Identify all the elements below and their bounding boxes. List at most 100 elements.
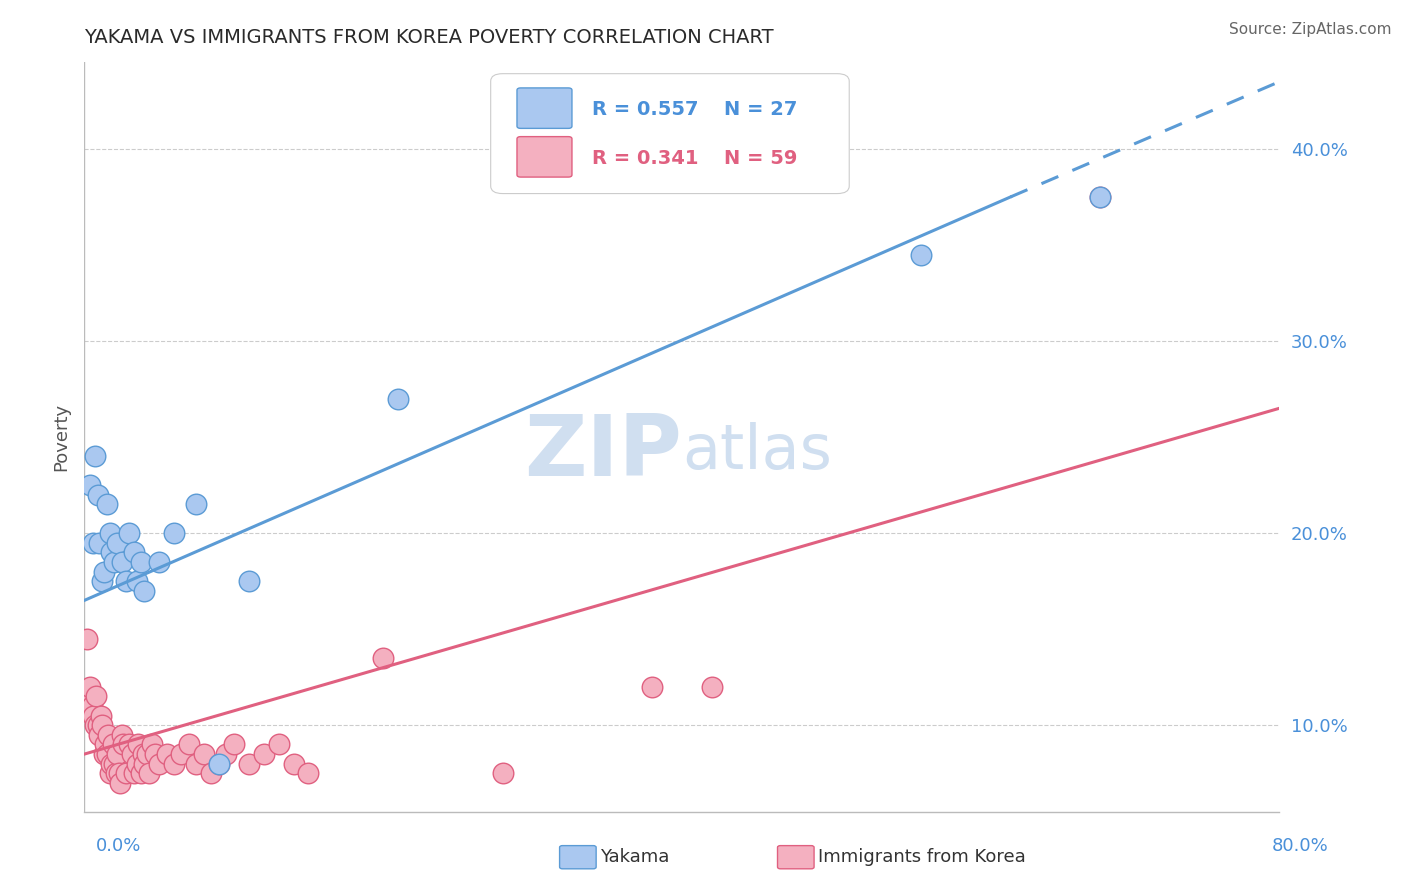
- Point: [87, 718, 110, 732]
- Text: N = 27: N = 27: [724, 100, 797, 120]
- Point: [82, 708, 104, 723]
- Point: [141, 738, 163, 752]
- Point: [1090, 190, 1112, 204]
- Point: [143, 747, 166, 761]
- Point: [79, 478, 101, 492]
- Point: [136, 747, 159, 761]
- Point: [93, 565, 115, 579]
- Point: [97, 728, 120, 742]
- Point: [110, 776, 132, 790]
- Point: [96, 497, 118, 511]
- Text: R = 0.341: R = 0.341: [592, 149, 699, 168]
- Point: [267, 738, 290, 752]
- Point: [163, 756, 186, 771]
- Point: [200, 766, 222, 780]
- Point: [122, 545, 145, 559]
- Point: [253, 747, 276, 761]
- Text: Source: ZipAtlas.com: Source: ZipAtlas.com: [1229, 22, 1392, 37]
- Point: [122, 766, 145, 780]
- Point: [492, 766, 515, 780]
- Point: [93, 747, 115, 761]
- Point: [103, 555, 125, 569]
- Point: [80, 699, 103, 714]
- Point: [186, 756, 208, 771]
- Point: [98, 766, 121, 780]
- Point: [112, 738, 135, 752]
- Point: [79, 680, 101, 694]
- Point: [129, 766, 152, 780]
- Point: [131, 747, 153, 761]
- Point: [148, 555, 170, 569]
- Point: [700, 680, 723, 694]
- Point: [297, 766, 319, 780]
- Point: [118, 526, 141, 541]
- Point: [115, 766, 138, 780]
- Point: [107, 766, 129, 780]
- Point: [215, 747, 238, 761]
- Point: [1090, 190, 1112, 204]
- FancyBboxPatch shape: [517, 88, 572, 128]
- Point: [89, 535, 111, 549]
- Point: [208, 756, 231, 771]
- Point: [89, 728, 111, 742]
- FancyBboxPatch shape: [517, 136, 572, 178]
- Point: [91, 718, 114, 732]
- Point: [100, 756, 122, 771]
- Point: [163, 526, 186, 541]
- Point: [83, 450, 105, 464]
- FancyBboxPatch shape: [491, 74, 849, 194]
- Point: [222, 738, 245, 752]
- Point: [87, 488, 110, 502]
- Point: [125, 574, 148, 589]
- Point: [121, 747, 143, 761]
- Text: ZIP: ZIP: [524, 410, 682, 493]
- Point: [208, 756, 231, 771]
- Point: [127, 738, 149, 752]
- Point: [170, 747, 193, 761]
- Text: 80.0%: 80.0%: [1272, 837, 1329, 855]
- Text: R = 0.557: R = 0.557: [592, 100, 699, 120]
- Text: YAKAMA VS IMMIGRANTS FROM KOREA POVERTY CORRELATION CHART: YAKAMA VS IMMIGRANTS FROM KOREA POVERTY …: [84, 28, 773, 47]
- Point: [76, 632, 98, 646]
- Point: [238, 574, 260, 589]
- Point: [77, 690, 100, 704]
- Point: [91, 574, 114, 589]
- Point: [101, 738, 124, 752]
- Y-axis label: Poverty: Poverty: [52, 403, 70, 471]
- Point: [83, 718, 105, 732]
- Point: [96, 747, 118, 761]
- Point: [132, 583, 156, 598]
- Point: [373, 651, 395, 665]
- Point: [155, 747, 177, 761]
- Point: [186, 497, 208, 511]
- Point: [641, 680, 664, 694]
- Text: Yakama: Yakama: [600, 848, 669, 866]
- Point: [148, 756, 170, 771]
- Point: [115, 574, 138, 589]
- Point: [238, 756, 260, 771]
- Point: [105, 535, 128, 549]
- Point: [118, 738, 141, 752]
- Point: [103, 756, 125, 771]
- Point: [387, 392, 409, 406]
- Text: 0.0%: 0.0%: [96, 837, 141, 855]
- Point: [910, 247, 932, 261]
- Point: [82, 535, 104, 549]
- Point: [111, 555, 134, 569]
- Point: [138, 766, 160, 780]
- Text: Immigrants from Korea: Immigrants from Korea: [818, 848, 1026, 866]
- Point: [98, 526, 121, 541]
- Text: atlas: atlas: [682, 422, 832, 482]
- Point: [90, 708, 112, 723]
- Point: [193, 747, 215, 761]
- Point: [132, 756, 156, 771]
- Point: [129, 555, 152, 569]
- Point: [94, 738, 117, 752]
- Point: [283, 756, 305, 771]
- Text: N = 59: N = 59: [724, 149, 797, 168]
- Point: [105, 747, 128, 761]
- Point: [104, 766, 127, 780]
- Point: [111, 728, 134, 742]
- Point: [100, 545, 122, 559]
- Point: [125, 756, 148, 771]
